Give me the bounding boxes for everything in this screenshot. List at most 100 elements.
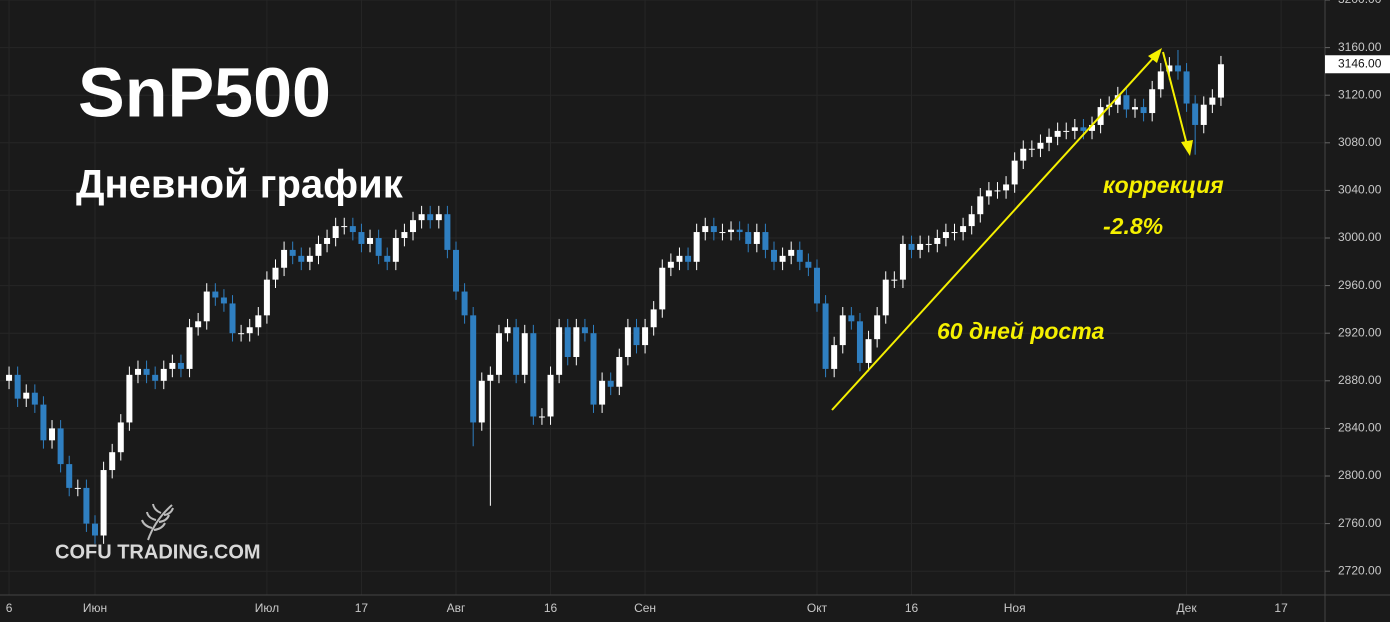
candle-body bbox=[152, 374, 159, 381]
candle-body bbox=[83, 487, 90, 524]
candle-body bbox=[1054, 130, 1061, 137]
candle-body bbox=[753, 232, 760, 244]
candle-body bbox=[573, 327, 580, 357]
candle-body bbox=[977, 196, 984, 215]
candle-body bbox=[1063, 130, 1070, 132]
candle-body bbox=[444, 214, 451, 250]
candle-body bbox=[263, 279, 270, 316]
y-tick-label: 2800.00 bbox=[1338, 468, 1382, 482]
candle-body bbox=[6, 374, 13, 381]
candle-body bbox=[49, 428, 56, 441]
x-tick-label: Ноя bbox=[1004, 601, 1026, 615]
candle-body bbox=[1037, 142, 1044, 149]
candle-body bbox=[470, 315, 477, 423]
candle-body bbox=[925, 243, 932, 245]
y-tick-label: 2960.00 bbox=[1338, 278, 1382, 292]
candle-body bbox=[581, 327, 588, 334]
candle-body bbox=[452, 249, 459, 292]
candle-body bbox=[960, 226, 967, 233]
watermark: COFU TRADING.COM bbox=[55, 541, 261, 563]
candle-body bbox=[1114, 95, 1121, 105]
candle-body bbox=[882, 279, 889, 316]
chart-title: SnP500 bbox=[78, 53, 331, 131]
candle-body bbox=[624, 327, 631, 357]
candle-body bbox=[642, 327, 649, 346]
candle-body bbox=[762, 232, 769, 250]
candle-body bbox=[289, 249, 296, 256]
candle-body bbox=[564, 327, 571, 357]
candle-body bbox=[367, 238, 374, 244]
candle-body bbox=[392, 238, 399, 262]
x-tick-label: Июн bbox=[83, 601, 107, 615]
candle-body bbox=[1071, 127, 1078, 131]
candle-body bbox=[229, 303, 236, 334]
candle-body bbox=[169, 362, 176, 369]
candle-body bbox=[281, 249, 288, 268]
chart-subtitle: Дневной график bbox=[76, 163, 404, 207]
candle-body bbox=[822, 303, 829, 369]
candle-body bbox=[195, 321, 202, 328]
y-tick-label: 3000.00 bbox=[1338, 230, 1382, 244]
candle-body bbox=[616, 357, 623, 387]
candle-body bbox=[487, 374, 494, 381]
x-tick-label: Июл bbox=[255, 601, 279, 615]
candle-body bbox=[728, 229, 735, 233]
candle-body bbox=[1217, 64, 1224, 98]
candle-body bbox=[332, 226, 339, 238]
candle-body bbox=[788, 249, 795, 256]
candle-body bbox=[203, 291, 210, 322]
candle-body bbox=[435, 214, 442, 221]
candle-body bbox=[495, 333, 502, 375]
candle-body bbox=[633, 327, 640, 346]
candle-body bbox=[1140, 107, 1147, 114]
candle-body bbox=[504, 327, 511, 334]
candle-body bbox=[23, 392, 30, 399]
candle-body bbox=[384, 255, 391, 262]
candle-body bbox=[238, 333, 245, 335]
last-price-label: 3146.00 bbox=[1338, 56, 1382, 70]
candles bbox=[6, 49, 1224, 544]
candle-body bbox=[177, 362, 184, 369]
candle-body bbox=[513, 327, 520, 375]
candle-body bbox=[126, 374, 133, 423]
x-tick-label: 17 bbox=[1274, 601, 1288, 615]
candle-body bbox=[934, 238, 941, 244]
candle-body bbox=[1149, 89, 1156, 114]
candle-body bbox=[831, 345, 838, 369]
candle-body bbox=[667, 261, 674, 268]
annotation: 60 дней роста bbox=[937, 318, 1105, 344]
candle-body bbox=[538, 416, 545, 418]
candle-body bbox=[418, 214, 425, 221]
candle-body bbox=[1174, 65, 1181, 72]
candle-body bbox=[736, 229, 743, 233]
candle-body bbox=[839, 315, 846, 346]
axes: 2720.00 2760.00 2800.00 2840.00 2880.00 2920.… bbox=[6, 0, 1390, 615]
candle-body bbox=[14, 374, 21, 399]
last-price-box bbox=[1325, 55, 1390, 74]
candle-body bbox=[951, 232, 958, 234]
candle-body bbox=[1046, 136, 1053, 143]
candle-body bbox=[74, 487, 81, 489]
candle-body bbox=[324, 238, 331, 244]
y-tick-label: 2880.00 bbox=[1338, 373, 1382, 387]
y-tick-label: 3120.00 bbox=[1338, 87, 1382, 101]
candle-body bbox=[461, 291, 468, 316]
candle-body bbox=[349, 226, 356, 233]
candle-body bbox=[590, 333, 597, 405]
grid bbox=[0, 0, 1325, 595]
growth-arrow bbox=[831, 48, 1162, 411]
candle-body bbox=[1020, 148, 1027, 161]
candle-body bbox=[1123, 95, 1130, 110]
candle-body bbox=[186, 327, 193, 369]
candle-body bbox=[865, 339, 872, 363]
x-tick-label: Дек bbox=[1177, 601, 1198, 615]
candle-body bbox=[427, 214, 434, 221]
candle-body bbox=[92, 523, 98, 536]
candle-body bbox=[599, 380, 606, 405]
candle-body bbox=[134, 368, 141, 375]
correction-arrow bbox=[1162, 51, 1193, 156]
candle-body bbox=[676, 255, 683, 262]
candle-body bbox=[1003, 184, 1010, 191]
candle-body bbox=[779, 255, 786, 262]
candle-body bbox=[478, 380, 485, 423]
